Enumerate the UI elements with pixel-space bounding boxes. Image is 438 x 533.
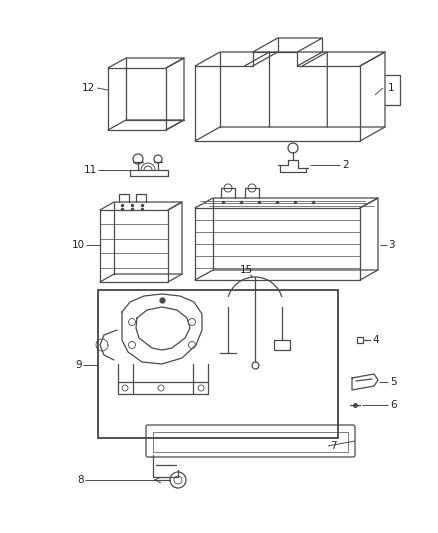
Text: 11: 11 (84, 165, 97, 175)
Text: 9: 9 (75, 360, 82, 370)
Text: 15: 15 (240, 265, 253, 275)
Text: 8: 8 (78, 475, 84, 485)
Text: 1: 1 (388, 83, 395, 93)
Text: 2: 2 (342, 160, 349, 170)
Text: 6: 6 (390, 400, 397, 410)
Text: 5: 5 (390, 377, 397, 387)
Text: 3: 3 (388, 240, 395, 250)
Text: 10: 10 (72, 240, 85, 250)
Text: 12: 12 (82, 83, 95, 93)
Bar (153, 432, 348, 452)
Text: 7: 7 (330, 441, 337, 451)
Text: 4: 4 (372, 335, 378, 345)
Bar (98, 290, 338, 438)
